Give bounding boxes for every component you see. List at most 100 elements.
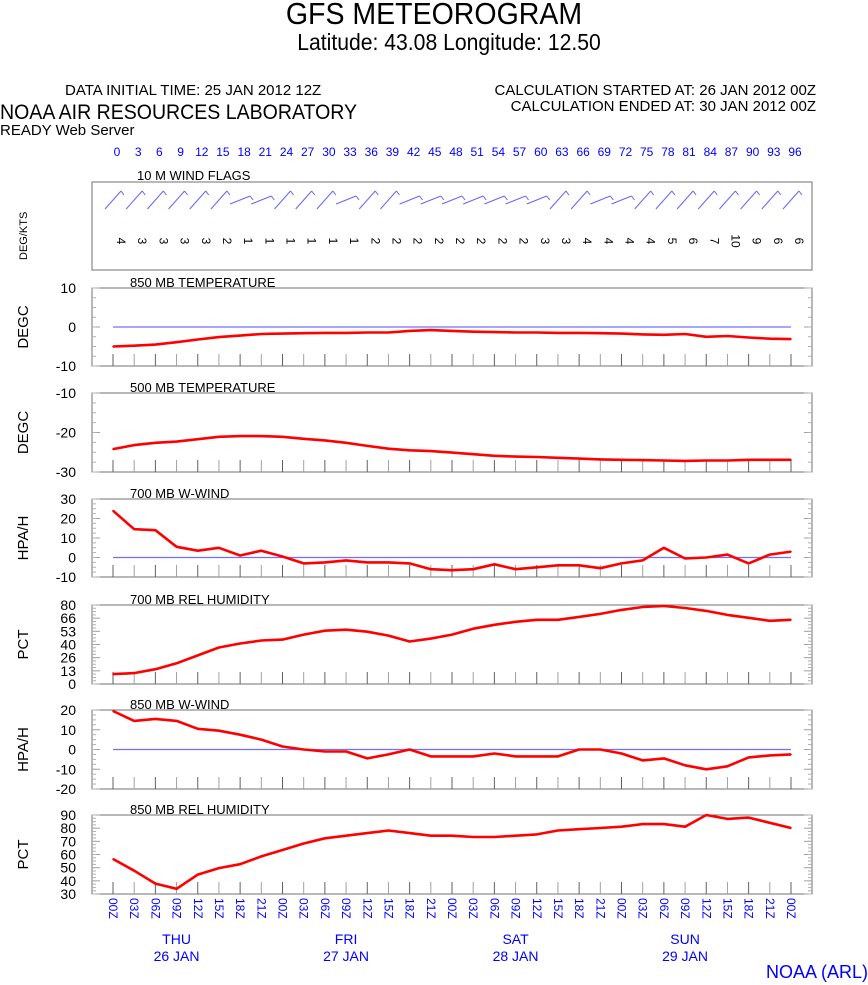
wind-flag-barb bbox=[713, 190, 718, 196]
700-mb-rel-humidity-data-point bbox=[790, 619, 792, 621]
wind-speed-label: 3 bbox=[156, 238, 170, 245]
700-mb-rel-humidity-data-point bbox=[472, 627, 474, 630]
700-mb-w-wind-title: 700 MB W-WIND bbox=[130, 486, 229, 501]
forecast-hour-label: 33 bbox=[343, 145, 357, 159]
wind-flag-shaft bbox=[335, 195, 357, 205]
700-mb-rel-humidity-data-point bbox=[620, 609, 623, 611]
wind-flag-shaft bbox=[761, 190, 779, 210]
850-mb-w-wind-data-point bbox=[196, 727, 199, 730]
700-mb-w-wind-data-point bbox=[641, 559, 644, 562]
700-mb-w-wind-data-point bbox=[726, 553, 729, 556]
850-mb-temperature-data-point bbox=[684, 333, 686, 335]
wind-flag-shaft bbox=[740, 190, 757, 210]
850-mb-temperature-data-point bbox=[747, 336, 750, 339]
700-mb-w-wind-data-point bbox=[154, 529, 157, 531]
wind-speed-label: 3 bbox=[538, 238, 552, 245]
y-tick-label: 90 bbox=[60, 807, 76, 823]
850-mb-rel-humidity-data-point bbox=[726, 818, 729, 820]
850-mb-w-wind-data-point bbox=[684, 764, 686, 767]
wind-flag-shaft bbox=[590, 195, 611, 205]
850-mb-rel-humidity-data-point bbox=[769, 821, 771, 824]
500-mb-temperature-data-point bbox=[324, 439, 326, 442]
wind-speed-label: 2 bbox=[220, 238, 234, 245]
700-mb-w-wind-data-point bbox=[175, 545, 178, 548]
850-mb-temperature-series-line bbox=[112, 328, 792, 348]
forecast-hour-label: 69 bbox=[598, 145, 612, 159]
wind-flag-shaft bbox=[505, 195, 526, 205]
wind-flag-barb bbox=[525, 195, 529, 201]
calculation-start: CALCULATION STARTED AT: 26 JAN 2012 00Z bbox=[494, 82, 816, 99]
utc-time-label: 09Z bbox=[509, 898, 523, 919]
wind-speed-label: 4 bbox=[580, 238, 594, 245]
500-mb-temperature-data-point bbox=[535, 456, 538, 458]
850-mb-temperature-data-point bbox=[790, 338, 792, 340]
wind-flag-barb bbox=[226, 190, 231, 196]
700-mb-w-wind-data-point bbox=[493, 563, 496, 566]
wind-flag-barb bbox=[756, 190, 761, 196]
850-mb-rel-humidity-data-point bbox=[620, 825, 623, 828]
wind-flag-shaft bbox=[719, 190, 736, 210]
forecast-hour-label: 54 bbox=[492, 145, 506, 159]
forecast-hour-label: 84 bbox=[704, 145, 718, 159]
850-mb-temperature-data-point bbox=[514, 331, 517, 334]
700-mb-rel-humidity-data-point bbox=[451, 633, 453, 636]
wind-speed-label: 4 bbox=[114, 238, 128, 245]
utc-time-label: 06Z bbox=[487, 898, 501, 919]
forecast-hour-label: 9 bbox=[177, 145, 184, 159]
wind-flag-shaft bbox=[295, 190, 313, 210]
700-mb-rel-humidity-data-point bbox=[493, 623, 496, 626]
wind-flag-barb bbox=[249, 195, 254, 201]
850-mb-w-wind-data-point bbox=[599, 748, 602, 751]
wind-speed-label: 3 bbox=[559, 238, 573, 245]
850-mb-temperature-ylabel: DEGC bbox=[15, 305, 32, 349]
y-tick-label: -10 bbox=[56, 761, 76, 777]
700-mb-rel-humidity-data-point bbox=[641, 606, 644, 608]
850-mb-rel-humidity-data-point bbox=[599, 827, 602, 829]
forecast-hour-label: 48 bbox=[449, 145, 463, 159]
day-date-label: 28 JAN bbox=[493, 948, 539, 964]
forecast-hour-label: 66 bbox=[576, 145, 590, 159]
utc-time-label: 00Z bbox=[106, 898, 120, 919]
700-mb-w-wind-data-point bbox=[196, 549, 199, 552]
wind-flag-shaft bbox=[210, 190, 228, 210]
wind-flag-barb bbox=[546, 195, 551, 201]
500-mb-temperature-data-point bbox=[345, 441, 347, 444]
utc-time-label: 18Z bbox=[742, 898, 756, 919]
wind-flag-shaft bbox=[570, 190, 588, 210]
utc-time-label: 00Z bbox=[445, 898, 459, 919]
850-mb-w-wind-data-point bbox=[175, 720, 178, 722]
utc-time-label: 09Z bbox=[678, 898, 692, 919]
wind-speed-label: 2 bbox=[495, 238, 509, 245]
700-mb-rel-humidity-data-point bbox=[302, 633, 305, 636]
forecast-hour-label: 93 bbox=[767, 145, 781, 159]
850-mb-rel-humidity-data-point bbox=[345, 834, 347, 837]
850-mb-temperature-data-point bbox=[535, 331, 538, 334]
forecast-hour-label: 36 bbox=[365, 145, 379, 159]
500-mb-temperature-data-point bbox=[239, 435, 241, 437]
500-mb-temperature-data-point bbox=[641, 459, 644, 461]
wind-flag-shaft bbox=[441, 195, 463, 205]
forecast-hour-label: 57 bbox=[513, 145, 527, 159]
500-mb-temperature-data-point bbox=[154, 441, 157, 444]
700-mb-rel-humidity-data-point bbox=[726, 614, 729, 616]
850-mb-temperature-data-point bbox=[472, 330, 474, 333]
700-mb-w-wind-data-point bbox=[112, 509, 114, 512]
wind-speed-label: 1 bbox=[241, 238, 255, 245]
500-mb-temperature-data-point bbox=[133, 444, 135, 446]
500-mb-temperature-data-point bbox=[196, 438, 199, 441]
500-mb-temperature-data-point bbox=[514, 455, 517, 458]
850-mb-rel-humidity-data-point bbox=[218, 867, 220, 869]
wind-flags-title: 10 M WIND FLAGS bbox=[137, 168, 251, 183]
850-mb-rel-humidity-data-point bbox=[705, 814, 708, 816]
850-mb-rel-humidity-data-point bbox=[535, 833, 538, 836]
850-mb-w-wind-data-point bbox=[387, 753, 390, 756]
700-mb-rel-humidity-data-point bbox=[112, 673, 114, 675]
500-mb-temperature-data-point bbox=[302, 438, 305, 440]
850-mb-temperature-data-point bbox=[175, 341, 178, 344]
850-mb-rel-humidity-series-line bbox=[112, 813, 792, 891]
wind-flag-barb bbox=[270, 195, 275, 201]
utc-time-label: 15Z bbox=[381, 898, 395, 919]
850-mb-rel-humidity-data-point bbox=[684, 825, 686, 828]
500-mb-temperature-data-point bbox=[578, 457, 580, 460]
